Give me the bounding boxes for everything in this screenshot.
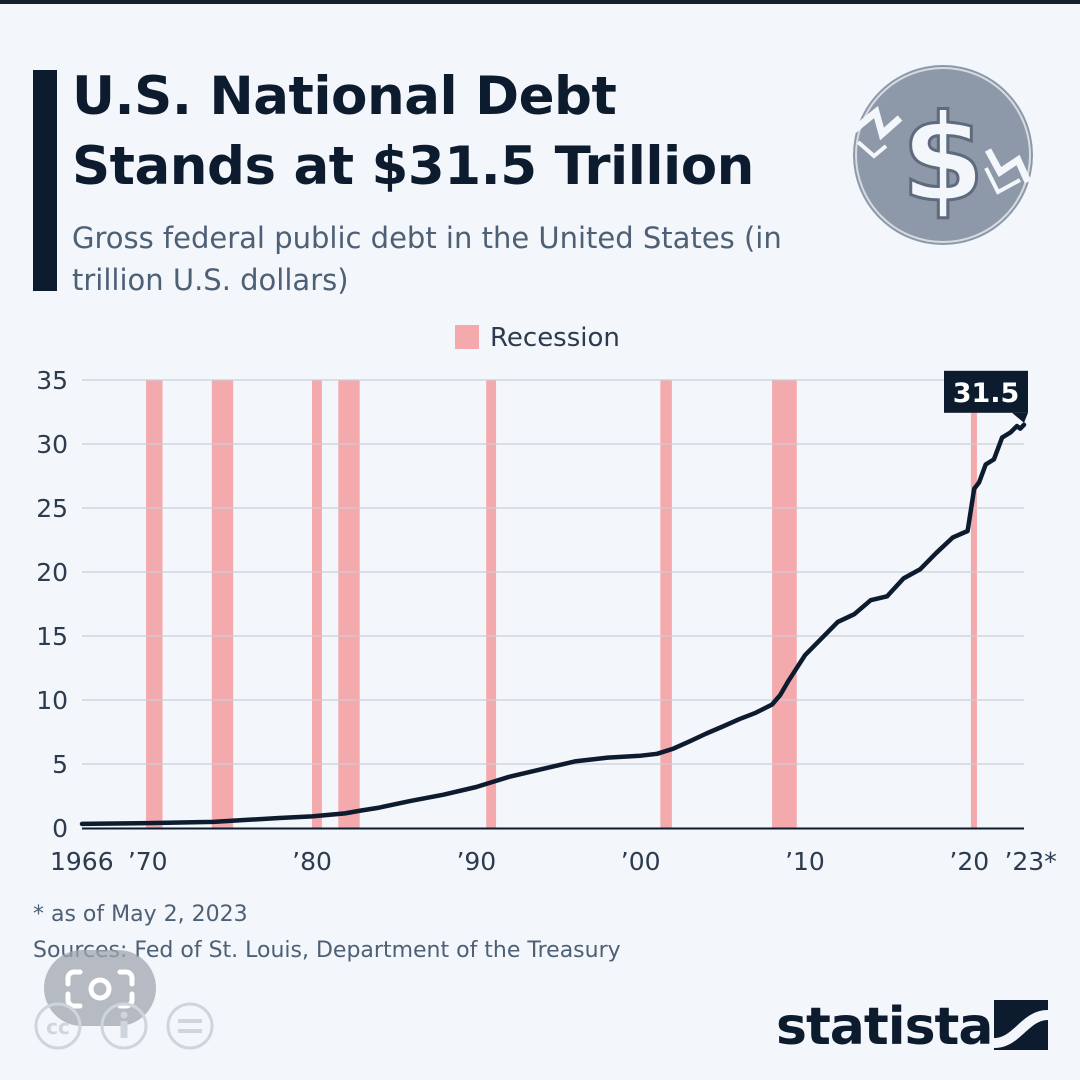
footnote-block: * as of May 2, 2023 Sources: Fed of St. …: [33, 897, 621, 969]
y-tick-label: 30: [36, 430, 68, 459]
y-axis-ticks: 0 5 10 15 20 25 30 35: [36, 366, 68, 843]
chart-area: 0 5 10 15 20 25 30 35 1966 ’70 ’80 ’90 ’00 ’10 ’20 ’23…: [36, 323, 1057, 876]
top-border: [0, 0, 1080, 4]
legend-label-recession: Recession: [490, 323, 620, 353]
cc-icon: cc: [34, 1002, 82, 1050]
recession-band-3: [312, 380, 322, 828]
callout-box: [944, 370, 1028, 413]
brand-wordmark: statista: [776, 997, 992, 1056]
recession-bands: [146, 380, 977, 828]
license-icons: cc: [34, 1002, 214, 1050]
chart-subtitle: Gross federal public debt in the United …: [72, 221, 782, 297]
y-tick-label: 15: [36, 622, 68, 651]
image-search-lens-icon[interactable]: [44, 950, 156, 1026]
y-tick-label: 35: [36, 366, 68, 395]
callout-label: 31.5: [953, 378, 1020, 409]
svg-text:cc: cc: [46, 1015, 70, 1039]
info-icon: [100, 1002, 148, 1050]
value-callout: 31.5: [944, 370, 1028, 423]
series-lines: [79, 422, 1027, 827]
x-tick-label: 1966: [50, 847, 114, 876]
recession-band-2: [211, 380, 234, 828]
statista-logo: statista: [776, 997, 1048, 1056]
svg-text:$: $: [901, 90, 985, 229]
x-tick-label: ’90: [456, 847, 496, 876]
x-axis-ticks: 1966 ’70 ’80 ’90 ’00 ’10 ’20 ’23*: [50, 847, 1057, 876]
y-tick-label: 25: [36, 494, 68, 523]
recession-band-4: [338, 380, 360, 828]
y-tick-label: 10: [36, 686, 68, 715]
y-tick-label: 0: [52, 814, 68, 843]
lens-glyph: [65, 969, 135, 1009]
x-tick-label: ’00: [621, 847, 661, 876]
series-line-1: [79, 422, 1027, 827]
legend: Recession: [455, 323, 620, 353]
callout-pointer: [1012, 412, 1028, 423]
legend-swatch-recession: [455, 325, 479, 349]
x-tick-label: ’80: [292, 847, 332, 876]
recession-band-6: [660, 380, 672, 828]
recession-band-8: [970, 380, 977, 828]
equals-icon: [166, 1002, 214, 1050]
x-tick-label: ’70: [128, 847, 168, 876]
title-accent-bar: [33, 70, 57, 291]
y-tick-label: 5: [52, 750, 68, 779]
as-of-note: * as of May 2, 2023: [33, 902, 248, 927]
x-tick-label: ’20: [949, 847, 989, 876]
chart-title: U.S. National Debt Stands at $31.5 Trill…: [72, 66, 754, 197]
y-tick-label: 20: [36, 558, 68, 587]
x-tick-label: ’10: [785, 847, 825, 876]
statista-mark-icon: [994, 1000, 1048, 1050]
dollar-coin-icon: $: [851, 65, 1033, 245]
x-tick-label: ’23*: [1004, 847, 1056, 876]
recession-band-7: [772, 380, 797, 828]
grid-lines: [82, 379, 1024, 765]
recession-band-1: [146, 380, 163, 828]
recession-band-5: [486, 380, 497, 828]
